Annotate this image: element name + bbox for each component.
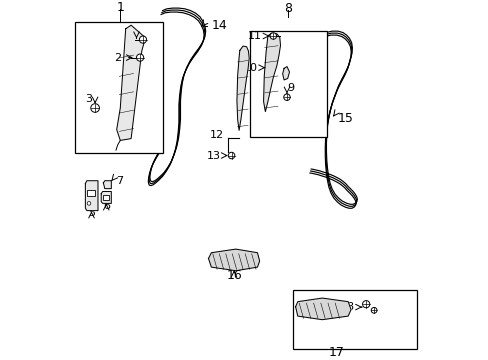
Polygon shape xyxy=(282,67,289,80)
Bar xyxy=(87,190,95,196)
Circle shape xyxy=(269,33,276,39)
Circle shape xyxy=(362,301,369,308)
Polygon shape xyxy=(101,192,111,203)
Text: 1: 1 xyxy=(116,1,124,14)
Text: 17: 17 xyxy=(327,346,344,359)
Text: 2: 2 xyxy=(114,53,121,63)
Circle shape xyxy=(136,54,143,61)
Text: 5: 5 xyxy=(88,208,95,218)
Text: 16: 16 xyxy=(226,269,242,282)
Text: 9: 9 xyxy=(287,83,294,93)
Text: 10: 10 xyxy=(243,63,257,73)
Circle shape xyxy=(139,36,146,43)
Polygon shape xyxy=(208,249,259,271)
Text: 15: 15 xyxy=(337,112,353,125)
Circle shape xyxy=(91,104,99,112)
Polygon shape xyxy=(103,181,111,189)
Text: 12: 12 xyxy=(209,130,223,140)
Text: 7: 7 xyxy=(116,176,123,186)
Text: 3: 3 xyxy=(85,94,92,104)
Text: 18: 18 xyxy=(340,302,354,312)
Text: 6: 6 xyxy=(102,201,109,211)
Polygon shape xyxy=(263,33,280,112)
Polygon shape xyxy=(85,181,98,211)
Circle shape xyxy=(87,202,91,205)
Text: 13: 13 xyxy=(207,150,221,161)
Circle shape xyxy=(283,94,289,100)
Bar xyxy=(249,31,326,137)
Bar xyxy=(75,22,163,153)
Text: 14: 14 xyxy=(211,19,226,32)
Polygon shape xyxy=(117,25,145,140)
Polygon shape xyxy=(237,46,249,130)
Bar xyxy=(103,195,109,200)
Text: 4: 4 xyxy=(128,27,136,37)
Text: 11: 11 xyxy=(247,31,261,41)
Bar xyxy=(292,290,416,349)
Circle shape xyxy=(228,152,234,159)
Text: 8: 8 xyxy=(284,3,292,15)
Polygon shape xyxy=(295,298,350,320)
Circle shape xyxy=(370,307,376,313)
